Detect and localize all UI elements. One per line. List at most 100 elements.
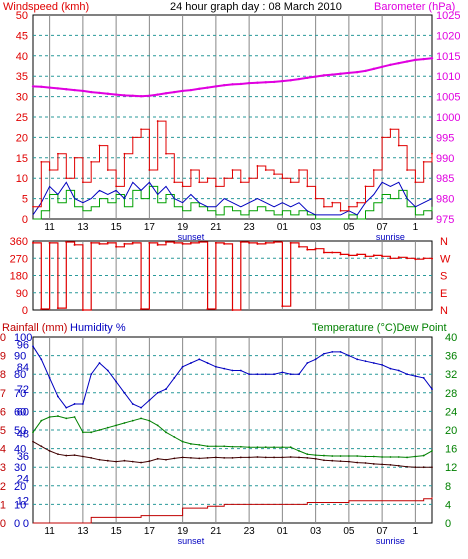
humidity-outer-ytick-label: 70 <box>14 388 26 400</box>
climate-xtick-label: 21 <box>210 526 222 537</box>
humidity-outer-ytick-label: 90 <box>14 351 26 363</box>
wind-gust-point <box>347 205 350 208</box>
wind-gust-point <box>214 185 217 188</box>
temperature-ytick-label: 12 <box>445 462 457 474</box>
wind-gust-point <box>90 160 93 163</box>
humidity-point <box>397 369 400 372</box>
barometer-point <box>331 73 334 76</box>
barometer-point <box>65 88 68 91</box>
dewpoint-point <box>32 440 34 443</box>
barometer-ytick-label: 1025 <box>436 10 460 22</box>
barometer-point <box>173 90 176 94</box>
humidity-point <box>339 350 342 353</box>
rain-ytick-label: 1 <box>0 499 6 511</box>
direction-point <box>256 242 259 245</box>
wind-ytick-label: 5 <box>22 194 28 206</box>
humidity-ytick-label: 36 <box>17 451 29 463</box>
barometer-point <box>81 89 85 93</box>
temperature-point <box>32 431 34 434</box>
dewpoint-point <box>323 459 325 462</box>
rain-ytick-label: 8 <box>0 369 6 381</box>
dewpoint-point <box>140 461 142 464</box>
barometer-point <box>48 86 51 89</box>
direction-point <box>381 255 384 258</box>
wind-ytick-label: 50 <box>16 10 28 22</box>
wind-gust-point <box>239 181 242 184</box>
tick-label-layer: 0510152025303540455097598098599099510001… <box>0 10 460 546</box>
direction-point <box>264 241 267 244</box>
barometer-point <box>339 72 342 75</box>
humidity-ytick-label: 48 <box>17 429 29 441</box>
barometer-ytick-label: 1020 <box>436 30 460 42</box>
wind-xtick-label: 1 <box>413 222 419 233</box>
wind-gust-point <box>281 177 284 180</box>
rain-ytick-label: 10 <box>0 332 6 344</box>
wind-gust-point <box>156 120 159 122</box>
humidity-point <box>156 391 159 394</box>
dewpoint-point <box>397 464 400 467</box>
dewpoint-point <box>98 458 101 461</box>
direction-ytick-label: 270 <box>10 253 28 265</box>
barometer-ytick-label: 1000 <box>436 112 460 124</box>
temperature-point <box>298 450 300 452</box>
wind-gust-point <box>306 185 309 188</box>
temperature-point <box>256 446 259 449</box>
humidity-point <box>98 362 101 364</box>
temperature-point <box>381 456 384 458</box>
barometer-point <box>247 81 251 85</box>
humidity-point <box>73 403 76 405</box>
humidity-outer-ytick-label: 30 <box>14 462 26 474</box>
barometer-point <box>380 65 384 69</box>
wind-gust-point <box>339 209 342 212</box>
humidity-point <box>273 373 275 376</box>
humidity-point <box>223 367 226 370</box>
barometer-point <box>106 92 110 95</box>
wind-gust-point <box>248 177 251 180</box>
dewpoint-point <box>281 456 284 459</box>
wind-gust-point <box>372 169 375 171</box>
temperature-point <box>173 436 176 438</box>
direction-point <box>364 255 367 258</box>
barometer-axis-label: Barometer (hPa) <box>374 1 455 13</box>
dewpoint-point <box>264 456 267 459</box>
direction-point <box>406 257 409 260</box>
direction-point <box>106 241 109 244</box>
barometer-point <box>148 94 151 97</box>
dewpoint-point <box>81 455 84 458</box>
temperature-point <box>314 454 317 457</box>
temperature-ytick-label: 20 <box>445 425 457 437</box>
humidity-point <box>347 354 350 357</box>
temperature-point <box>372 455 375 458</box>
barometer-point <box>139 94 143 98</box>
temperature-ytick-label: 40 <box>445 332 457 344</box>
humidity-point <box>372 362 375 364</box>
wind-ytick-label: 10 <box>16 173 28 185</box>
wind-xtick-label: 03 <box>310 222 322 233</box>
wind-gust-point <box>298 169 300 171</box>
wind-gust-point <box>256 165 259 167</box>
barometer-ytick-label: 1015 <box>436 51 460 63</box>
climate-xtick-label: 11 <box>44 526 55 537</box>
direction-point <box>32 241 34 244</box>
wind-gust-point <box>98 144 101 147</box>
direction-point <box>56 307 59 310</box>
barometer-point <box>389 63 392 66</box>
barometer-ytick-label: 975 <box>436 214 454 226</box>
dewpoint-point <box>372 463 375 465</box>
temperature-ytick-label: 32 <box>445 369 457 381</box>
climate-xtick-label: 19 <box>177 526 189 537</box>
direction-point <box>231 309 234 311</box>
direction-point <box>181 242 184 245</box>
temperature-point <box>214 445 217 448</box>
temperature-point <box>339 455 342 457</box>
wind-gust-point <box>81 181 84 184</box>
dewpoint-point <box>190 457 192 459</box>
barometer-point <box>414 58 417 62</box>
temperature-point <box>123 422 126 424</box>
wind-gust-point <box>131 136 134 139</box>
dewpoint-point <box>65 454 68 457</box>
temperature-point <box>422 454 425 457</box>
humidity-outer-ytick-label: 0 <box>14 518 20 530</box>
temperature-point <box>306 453 309 456</box>
barometer-point <box>364 69 367 73</box>
